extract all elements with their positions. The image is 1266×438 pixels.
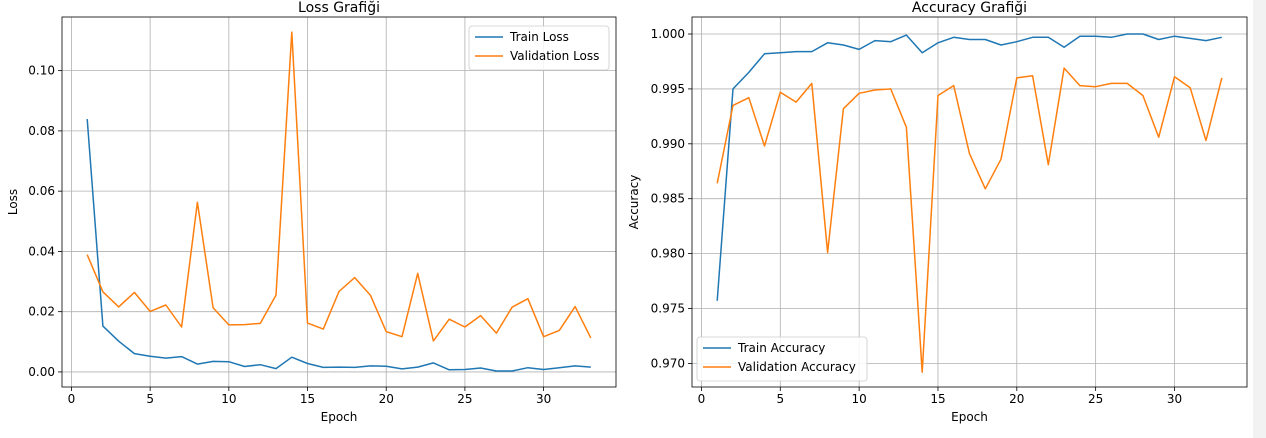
y-tick-label: 0.990 [651,137,685,151]
x-tick-label: 15 [300,392,315,406]
series-line-1 [716,67,1223,373]
y-tick-label: 0.08 [28,124,55,138]
y-tick-label: 0.06 [28,184,55,198]
x-tick-label: 0 [698,392,706,406]
legend-label-1: Validation Loss [510,49,599,63]
x-tick-label: 5 [776,392,784,406]
accuracy-chart: 0 5 10 15 20 25 30 0.970 0.975 0.980 0.985 0.990 0.9… [627,0,1248,424]
loss-chart: 0 5 10 15 20 25 30 0.00 0.02 0.04 0.06 0.08 0.10 Loss… [6,0,617,424]
x-tick-label: 20 [379,392,394,406]
legend-label-0: Train Accuracy [737,341,825,355]
y-tick-label: 0.995 [651,82,685,96]
x-tick-label: 10 [851,392,866,406]
x-tick-label: 25 [457,392,472,406]
legend-label-1: Validation Accuracy [738,360,856,374]
legend: Train Loss Validation Loss [468,25,610,71]
y-tick-label: 0.00 [28,365,55,379]
y-tick-label: 0.04 [28,244,55,258]
scrollbar-track[interactable] [1253,0,1266,438]
x-tick-label: 25 [1088,392,1103,406]
y-tick-label: 0.985 [651,192,685,206]
series-line-1 [86,31,592,342]
x-axis-label: Epoch [951,410,988,424]
x-axis-label: Epoch [321,410,358,424]
x-tick-label: 10 [221,392,236,406]
legend-box [468,25,610,71]
legend-label-0: Train Loss [509,30,569,44]
y-tick-label: 0.980 [651,247,685,261]
y-axis-label: Loss [6,189,20,215]
chart-title: Accuracy Grafiği [912,0,1027,16]
series-line-0 [86,119,591,372]
y-tick-label: 0.02 [28,305,55,319]
plot-frame [691,16,1248,388]
series-line-0 [716,33,1222,301]
x-tick-label: 15 [930,392,945,406]
y-tick-label: 0.970 [651,356,685,370]
legend: Train Accuracy Validation Accuracy [696,336,868,382]
y-tick-label: 1.000 [651,27,685,41]
y-tick-label: 0.10 [28,64,55,78]
x-tick-label: 5 [146,392,154,406]
y-tick-label: 0.975 [651,301,685,315]
x-tick-label: 30 [1167,392,1182,406]
x-tick-label: 0 [68,392,76,406]
x-tick-label: 20 [1009,392,1024,406]
x-tick-label: 30 [536,392,551,406]
plot-frame [61,16,617,388]
legend-box [696,336,868,382]
chart-title: Loss Grafiği [298,0,380,16]
y-axis-label: Accuracy [627,175,641,230]
